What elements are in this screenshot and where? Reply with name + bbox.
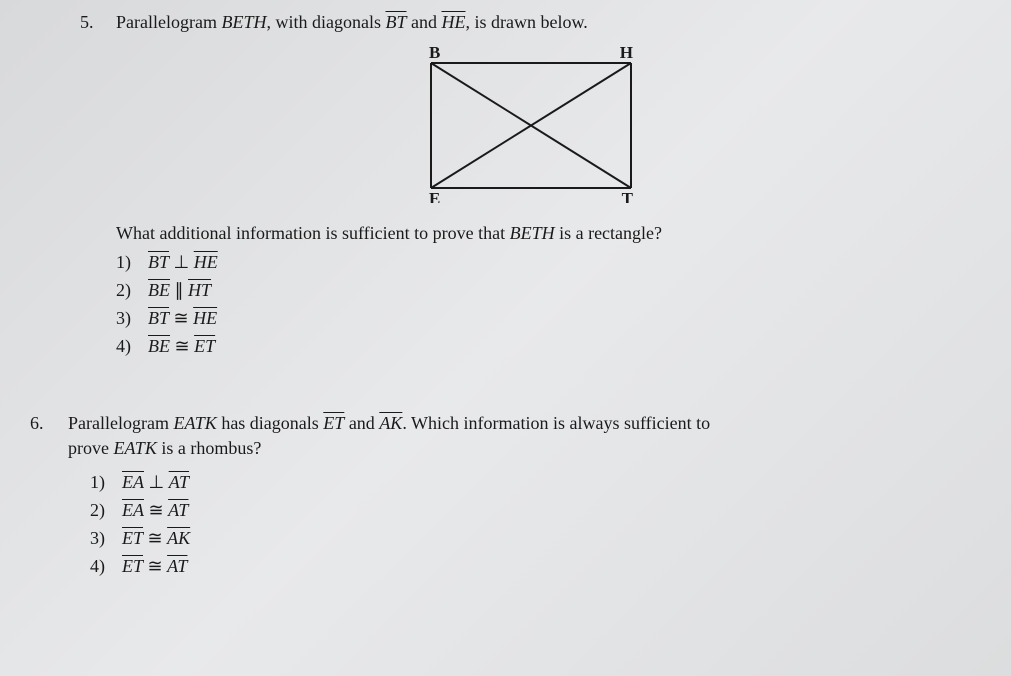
problem-6: 6. Parallelogram EATK has diagonals ET a…	[30, 411, 981, 581]
text: What additional information is sufficien…	[116, 223, 510, 243]
operator: ≅	[143, 528, 167, 548]
svg-text:B: B	[429, 43, 440, 62]
segment: AK	[379, 413, 402, 433]
segment-right: AK	[167, 528, 190, 548]
problem-5-number: 5.	[80, 10, 104, 35]
segment-left: BT	[148, 308, 169, 328]
choice-expression: ET ≅ AT	[122, 553, 187, 581]
choice-expression: BE ∥ HT	[148, 277, 211, 305]
operator: ≅	[144, 500, 168, 520]
problem-5: 5. Parallelogram BETH, with diagonals BT…	[80, 10, 981, 361]
choice-number: 3)	[90, 525, 112, 553]
segment-right: HE	[194, 252, 218, 272]
choice: 4) ET ≅ AT	[90, 553, 981, 581]
parallelogram-diagram: B H E T	[416, 43, 646, 203]
text: is a rhombus?	[157, 438, 261, 458]
text: prove	[68, 438, 113, 458]
text: Parallelogram	[116, 12, 221, 32]
text: has diagonals	[217, 413, 323, 433]
text: and	[344, 413, 379, 433]
segment-right: HT	[188, 280, 211, 300]
problem-6-number: 6.	[30, 411, 54, 461]
choice-expression: BT ≅ HE	[148, 305, 217, 333]
segment: ET	[323, 413, 344, 433]
problem-5-choices: 1) BT ⊥ HE 2) BE ∥ HT 3) BT ≅ HE 4) BE ≅ ET	[116, 249, 981, 361]
operator: ≅	[170, 336, 194, 356]
text: . Which information is always sufficient…	[402, 413, 710, 433]
operator: ≅	[169, 308, 193, 328]
problem-5-diagram-container: B H E T	[80, 43, 981, 203]
problem-6-header: 6. Parallelogram EATK has diagonals ET a…	[30, 411, 981, 461]
choice-expression: BT ⊥ HE	[148, 249, 218, 277]
segment-left: EA	[122, 472, 144, 492]
segment-right: HE	[193, 308, 217, 328]
operator: ⊥	[144, 472, 169, 492]
segment: HE	[441, 12, 465, 32]
choice: 3) BT ≅ HE	[116, 305, 981, 333]
text: and	[406, 12, 441, 32]
svg-text:T: T	[621, 189, 633, 203]
text: Parallelogram	[68, 413, 173, 433]
svg-text:E: E	[429, 189, 440, 203]
shape-name: EATK	[113, 438, 156, 458]
choice-number: 3)	[116, 305, 138, 333]
choice-number: 1)	[90, 469, 112, 497]
operator: ≅	[143, 556, 167, 576]
svg-text:H: H	[619, 43, 632, 62]
segment-right: AT	[167, 556, 187, 576]
shape-name: BETH	[221, 12, 266, 32]
choice-number: 2)	[90, 497, 112, 525]
choice: 1) EA ⊥ AT	[90, 469, 981, 497]
choice-expression: EA ⊥ AT	[122, 469, 189, 497]
choice: 1) BT ⊥ HE	[116, 249, 981, 277]
choice-expression: ET ≅ AK	[122, 525, 190, 553]
segment-right: AT	[169, 472, 189, 492]
problem-5-intro: Parallelogram BETH, with diagonals BT an…	[116, 10, 981, 35]
segment-left: ET	[122, 528, 143, 548]
text: , with diagonals	[266, 12, 385, 32]
segment-left: BE	[148, 336, 170, 356]
segment-left: BT	[148, 252, 169, 272]
choice: 4) BE ≅ ET	[116, 333, 981, 361]
choice-number: 4)	[90, 553, 112, 581]
problem-6-intro: Parallelogram EATK has diagonals ET and …	[68, 411, 981, 461]
choice-number: 1)	[116, 249, 138, 277]
operator: ∥	[170, 280, 188, 300]
problem-5-header: 5. Parallelogram BETH, with diagonals BT…	[80, 10, 981, 35]
choice: 3) ET ≅ AK	[90, 525, 981, 553]
segment-left: EA	[122, 500, 144, 520]
choice: 2) BE ∥ HT	[116, 277, 981, 305]
choice-number: 4)	[116, 333, 138, 361]
choice-number: 2)	[116, 277, 138, 305]
segment-right: ET	[194, 336, 215, 356]
segment-right: AT	[168, 500, 188, 520]
segment-left: ET	[122, 556, 143, 576]
text: , is drawn below.	[465, 12, 587, 32]
segment: BT	[385, 12, 406, 32]
shape-name: BETH	[510, 223, 555, 243]
line2: prove EATK is a rhombus?	[68, 436, 981, 461]
line1: Parallelogram EATK has diagonals ET and …	[68, 411, 981, 436]
segment-left: BE	[148, 280, 170, 300]
text: is a rectangle?	[555, 223, 662, 243]
choice: 2) EA ≅ AT	[90, 497, 981, 525]
choice-expression: EA ≅ AT	[122, 497, 188, 525]
operator: ⊥	[169, 252, 194, 272]
problem-6-choices: 1) EA ⊥ AT 2) EA ≅ AT 3) ET ≅ AK 4) ET ≅ AT	[90, 469, 981, 581]
shape-name: EATK	[173, 413, 216, 433]
choice-expression: BE ≅ ET	[148, 333, 215, 361]
problem-5-question: What additional information is sufficien…	[116, 221, 981, 246]
